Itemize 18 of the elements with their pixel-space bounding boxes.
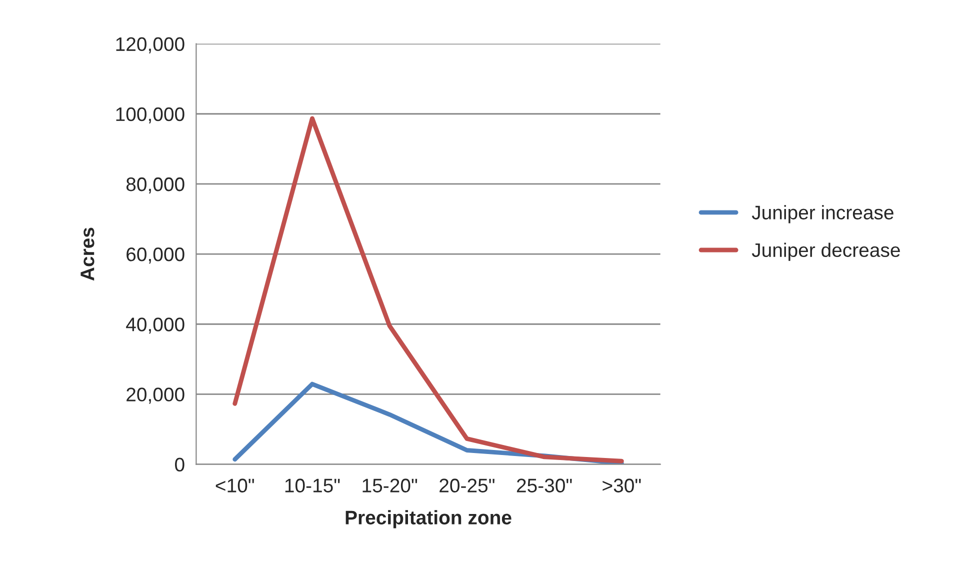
- x-tick-label: 10-15": [285, 478, 340, 492]
- y-tick-label: 0: [175, 458, 184, 472]
- x-tick-label: <10": [216, 478, 254, 492]
- x-tick-label: 20-25": [440, 478, 494, 492]
- y-axis-title: Acres: [80, 228, 94, 281]
- x-axis-title: Precipitation zone: [346, 510, 512, 528]
- x-tick-label: 25-30": [516, 478, 572, 492]
- y-tick-label: 60,000: [126, 248, 184, 264]
- y-tick-label: 40,000: [126, 318, 184, 334]
- y-tick-label: 80,000: [126, 177, 184, 194]
- legend-label: Juniper increase: [752, 205, 894, 224]
- line-series: [232, 116, 624, 464]
- y-tick-label: 100,000: [116, 107, 184, 124]
- x-tick-label: 15-20": [362, 478, 418, 492]
- y-tick-label: 120,000: [116, 37, 184, 54]
- legend-label: Juniper decrease: [752, 242, 900, 261]
- y-tick-label: 20,000: [126, 388, 184, 404]
- x-tick-label: >30": [602, 478, 641, 492]
